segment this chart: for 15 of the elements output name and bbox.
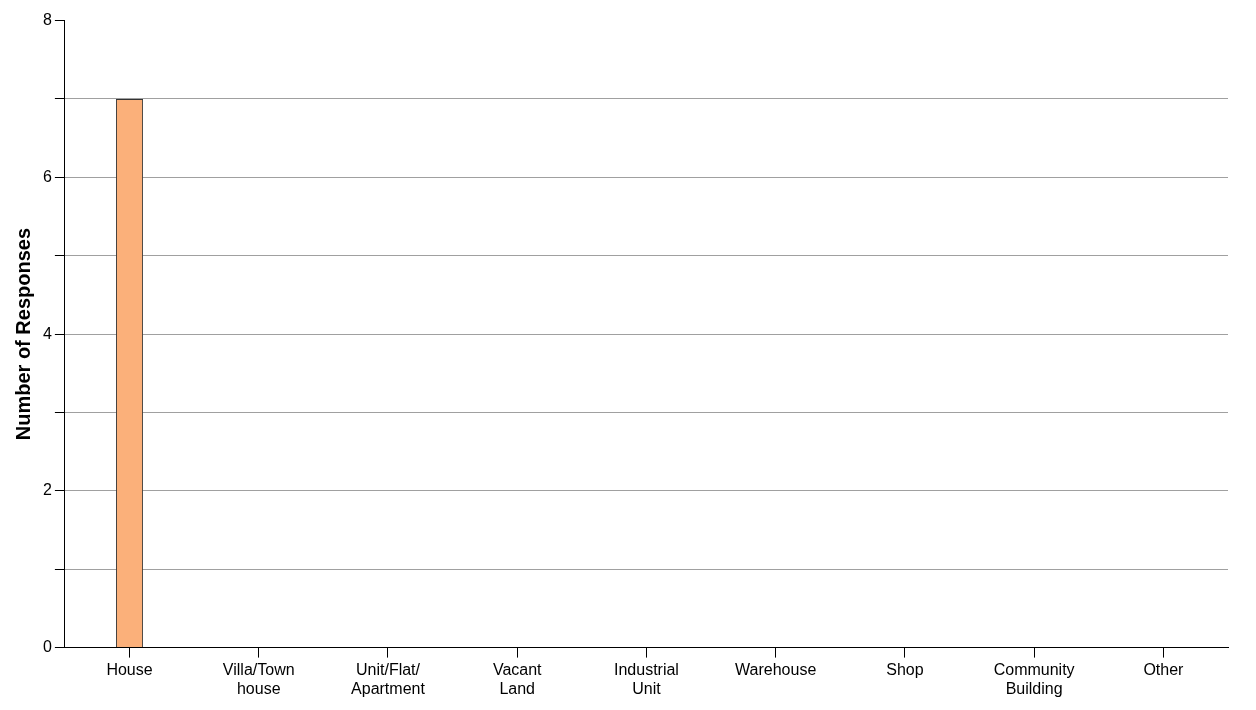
x-tick-label: Industrial Unit xyxy=(613,660,679,697)
x-tick-label: Vacant Land xyxy=(492,660,543,697)
x-tick-label: House xyxy=(106,660,153,678)
x-tick-label: Villa/Town house xyxy=(222,660,295,697)
y-axis-title: Number of Responses xyxy=(11,227,34,441)
x-tick-label: Other xyxy=(1143,660,1185,678)
y-tick-label: 6 xyxy=(42,167,52,185)
x-tick-label: Unit/Flat/ Apartment xyxy=(351,660,426,697)
x-tick-label: Community Building xyxy=(993,660,1075,697)
y-tick-label: 2 xyxy=(42,481,52,499)
y-tick-label: 0 xyxy=(42,638,52,656)
y-tick-label: 8 xyxy=(42,11,52,29)
x-tick-label: Warehouse xyxy=(735,660,817,678)
x-tick-label: Shop xyxy=(886,660,924,678)
y-tick-label: 4 xyxy=(42,324,52,342)
